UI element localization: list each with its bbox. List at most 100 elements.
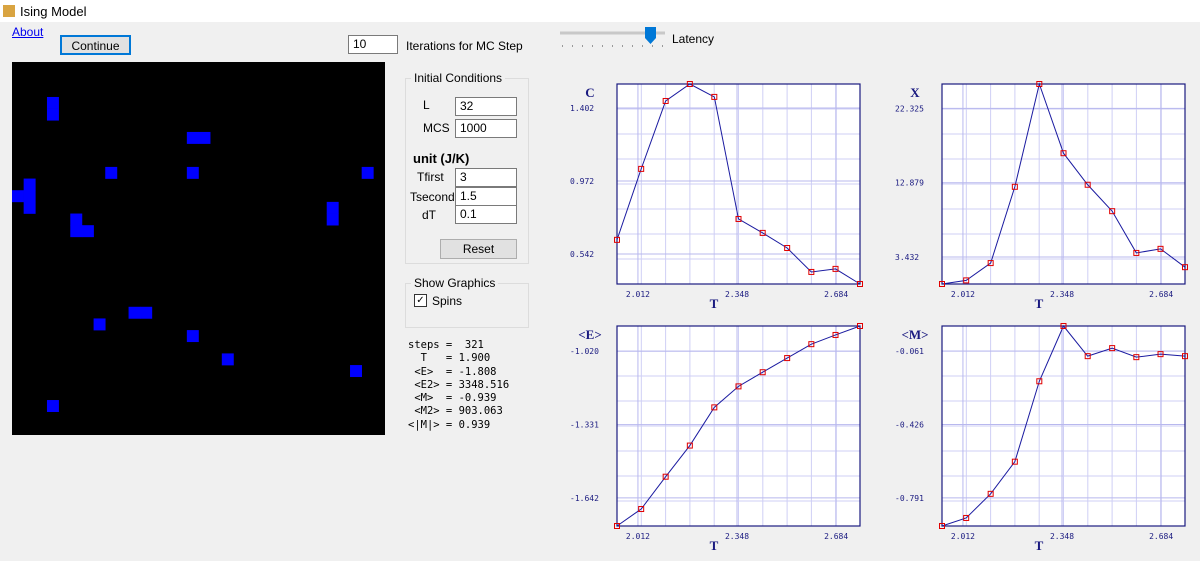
- stat-line: <|M|> = 0.939: [408, 418, 491, 431]
- spin-cell: [221, 353, 234, 366]
- y-tick-label: -0.061: [895, 347, 924, 356]
- data-point: [686, 442, 693, 449]
- slider-tick: [662, 45, 663, 47]
- field-input[interactable]: 3: [455, 168, 517, 187]
- field-label: MCS: [423, 121, 450, 135]
- data-point: [759, 369, 766, 376]
- slider-tick: [562, 45, 563, 47]
- field-input[interactable]: 32: [455, 97, 517, 116]
- spin-cell: [81, 225, 94, 238]
- slider-tick: [602, 45, 603, 47]
- spin-cell: [361, 166, 374, 179]
- spin-cell: [186, 166, 199, 179]
- spin-cell: [93, 318, 106, 331]
- field-input[interactable]: 1.5: [455, 187, 517, 206]
- data-point: [1011, 183, 1018, 190]
- spin-cell: [70, 213, 83, 226]
- y-tick-label: 12.879: [895, 179, 924, 188]
- data-point: [1060, 150, 1067, 157]
- x-axis-label: T: [710, 538, 719, 553]
- y-tick-label: -0.791: [895, 494, 924, 503]
- data-point: [857, 323, 863, 329]
- spin-cell: [186, 131, 199, 144]
- chart-title: <M>: [901, 327, 928, 342]
- spin-cell: [350, 365, 362, 378]
- data-point: [1133, 354, 1140, 361]
- continue-button[interactable]: Continue: [60, 35, 131, 55]
- spin-cell: [46, 108, 59, 121]
- y-tick-label: -1.020: [570, 347, 599, 356]
- x-tick-label: 2.684: [1149, 290, 1173, 299]
- spin-cell: [70, 225, 83, 238]
- field-label: Tsecond: [410, 190, 455, 204]
- plot-frame: [616, 83, 861, 285]
- data-point: [808, 341, 815, 348]
- field-label: L: [423, 98, 430, 112]
- field-input[interactable]: 1000: [455, 119, 517, 138]
- spin-cell: [198, 131, 211, 144]
- iterations-input[interactable]: 10: [348, 35, 398, 54]
- data-point: [1157, 351, 1164, 358]
- data-point: [711, 93, 718, 100]
- stat-line: steps = 321: [408, 339, 484, 351]
- data-point: [1084, 181, 1091, 188]
- x-tick-label: 2.012: [626, 290, 650, 299]
- spins-checkbox[interactable]: ✓: [414, 294, 427, 307]
- slider-tick: [642, 45, 643, 47]
- spin-cell: [12, 190, 24, 203]
- spin-cell: [326, 213, 339, 226]
- data-point: [784, 245, 791, 252]
- slider-thumb[interactable]: [645, 27, 656, 44]
- data-point: [832, 331, 839, 338]
- field-input[interactable]: 0.1: [455, 205, 517, 224]
- data-point: [662, 97, 669, 104]
- x-tick-label: 2.012: [626, 532, 650, 541]
- x-tick-label: 2.012: [951, 290, 975, 299]
- data-point: [1182, 353, 1188, 360]
- reset-button[interactable]: Reset: [440, 239, 517, 259]
- app-icon: [3, 5, 15, 17]
- series-line: [616, 325, 861, 527]
- data-point: [1084, 353, 1091, 360]
- stat-line: T = 1.900: [408, 352, 491, 365]
- data-point: [759, 229, 766, 236]
- x-axis-label: T: [710, 296, 719, 311]
- chart-title: <E>: [578, 327, 602, 342]
- spin-cell: [46, 400, 59, 412]
- slider-tick: [582, 45, 583, 47]
- x-tick-label: 2.684: [824, 290, 848, 299]
- group-title: Initial Conditions: [411, 71, 506, 85]
- y-tick-label: 1.402: [570, 104, 594, 113]
- latency-label: Latency: [672, 32, 715, 46]
- stats: steps = 321 T = 1.900 <E> = -1.808 <E2> …: [408, 339, 509, 432]
- y-tick-label: -0.426: [895, 420, 924, 429]
- spins-label: Spins: [432, 294, 463, 308]
- slider-tick: [632, 45, 633, 47]
- y-tick-label: 0.542: [570, 250, 594, 259]
- spin-lattice: [12, 62, 385, 435]
- slider-tick: [592, 45, 593, 47]
- data-point: [662, 473, 669, 480]
- window-title: Ising Model: [20, 4, 87, 19]
- spin-cell: [23, 201, 36, 214]
- slider-tick: [652, 45, 653, 47]
- stat-line: <M2> = 903.063: [408, 405, 503, 418]
- chart-title: X: [910, 85, 920, 100]
- data-point: [1109, 208, 1116, 215]
- data-point: [1157, 245, 1164, 252]
- iterations-label: Iterations for MC Step: [406, 39, 523, 53]
- y-tick-label: -1.331: [570, 421, 599, 430]
- slider-tick: [572, 45, 573, 47]
- data-point: [638, 506, 645, 513]
- x-tick-label: 2.684: [824, 532, 848, 541]
- data-point: [686, 81, 693, 87]
- spin-cell: [140, 306, 153, 319]
- about-link[interactable]: About: [12, 25, 44, 39]
- plot-frame: [941, 83, 1186, 285]
- data-point: [808, 268, 815, 275]
- spin-cell: [326, 201, 339, 214]
- data-point: [735, 215, 742, 222]
- x-axis-label: T: [1035, 538, 1044, 553]
- data-point: [1036, 81, 1043, 87]
